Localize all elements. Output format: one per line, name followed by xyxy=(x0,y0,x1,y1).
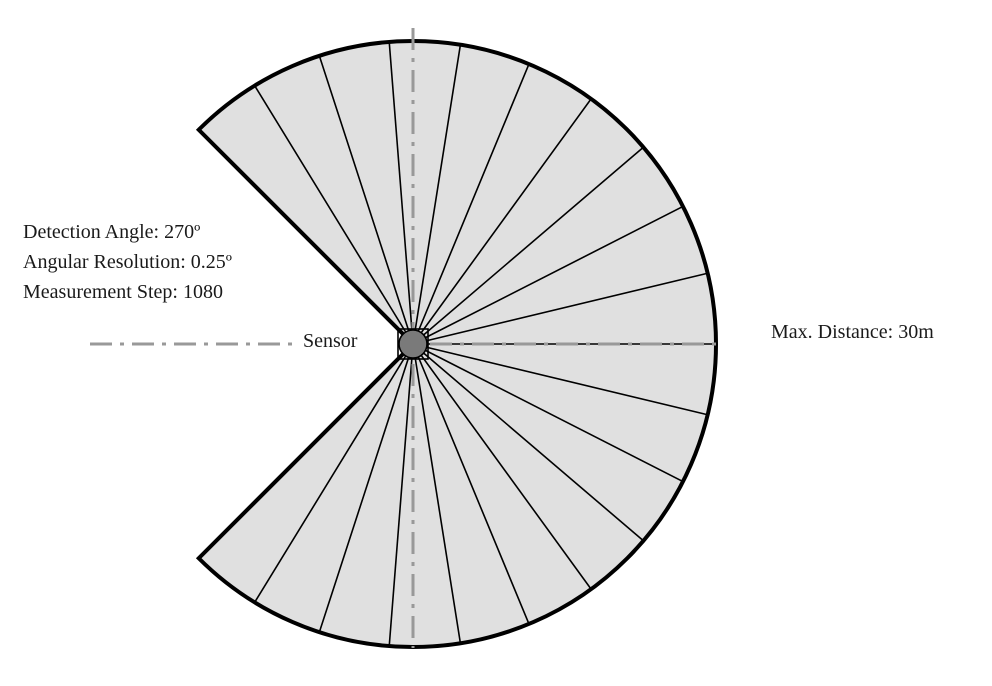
scan-spoke xyxy=(388,343,414,647)
scan-spoke xyxy=(412,343,708,416)
sensor-body xyxy=(398,329,428,359)
measurement-step-text: Measurement Step: 1080 xyxy=(23,281,223,303)
scan-spoke xyxy=(412,343,462,644)
sensor-specs: Detection Angle: 270º Angular Resolution… xyxy=(23,217,232,307)
scan-spoke xyxy=(412,272,708,345)
scan-spoke xyxy=(412,343,592,590)
scan-spoke xyxy=(412,98,592,345)
angular-resolution-text: Angular Resolution: 0.25º xyxy=(23,251,232,273)
scan-spoke xyxy=(412,63,530,345)
detection-angle-text: Detection Angle: 270º xyxy=(23,221,201,243)
scan-spoke xyxy=(412,146,644,345)
sensor-label: Sensor xyxy=(303,330,358,352)
scan-spoke xyxy=(388,41,414,345)
sensor-icon xyxy=(397,328,429,360)
scan-spokes xyxy=(254,41,716,647)
scan-spoke xyxy=(318,55,414,345)
scan-spoke xyxy=(412,343,684,483)
scan-spoke xyxy=(412,205,684,345)
scan-spoke xyxy=(412,44,462,345)
scan-spoke xyxy=(318,343,414,633)
max-distance-label: Max. Distance: 30m xyxy=(771,321,934,343)
scan-spoke xyxy=(412,343,644,542)
scan-spoke xyxy=(412,343,530,625)
scan-spoke xyxy=(254,343,414,603)
sensor-frame xyxy=(397,328,429,360)
scan-spoke xyxy=(254,85,414,345)
